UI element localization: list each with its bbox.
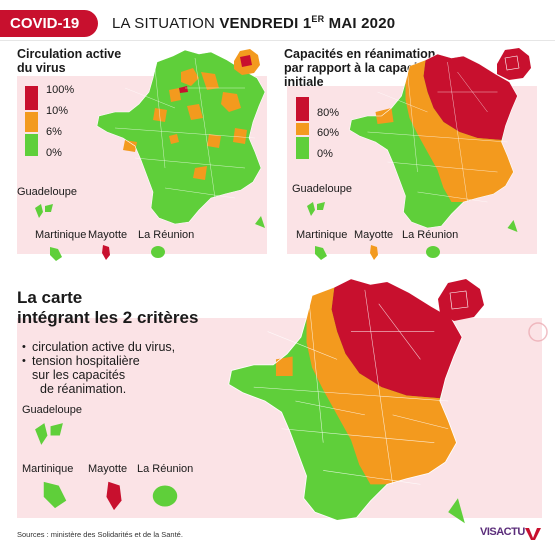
- reanimation-title-line2: par rapport à la capacité: [284, 61, 429, 75]
- circulation-martinique-label: Martinique: [35, 229, 87, 241]
- visactu-logo: VISACTU: [480, 526, 525, 538]
- combined-guadeloupe-label: Guadeloupe: [22, 404, 82, 416]
- reanimation-legend-item: [296, 137, 309, 159]
- circulation-title: Circulation active du virus: [17, 47, 121, 75]
- title-prefix: LA SITUATION: [112, 15, 220, 32]
- circulation-legend-item: 0%: [46, 147, 62, 159]
- combined-idf-inset: [438, 279, 484, 321]
- combined-title: La carte intégrant les 2 critères: [17, 288, 198, 328]
- legend-swatch-red: [296, 97, 309, 121]
- combined-virus-icon: [528, 322, 548, 342]
- legend-label: 80%: [317, 107, 340, 119]
- combined-france-map: [228, 278, 465, 524]
- legend-label: 10%: [46, 105, 69, 117]
- reanimation-mayotte-map: [370, 245, 378, 260]
- reanimation-martinique-label: Martinique: [296, 229, 348, 241]
- reanimation-reunion-label: La Réunion: [402, 229, 459, 241]
- legend-label: 60%: [317, 127, 340, 139]
- criteria-item: tension hospitalière: [22, 354, 175, 368]
- combined-reunion-label: La Réunion: [137, 463, 194, 475]
- reanimation-guadeloupe-label: Guadeloupe: [292, 183, 352, 195]
- reanimation-legend-item: 80%: [317, 107, 339, 119]
- criteria-list: circulation active du virus, tension hos…: [22, 340, 175, 396]
- circulation-guadeloupe-label: Guadeloupe: [17, 186, 77, 198]
- circulation-idf-inset: [234, 49, 260, 75]
- title-day: VENDREDI 1ER MAI 2020: [219, 14, 396, 32]
- circulation-legend-item: [25, 86, 38, 110]
- circulation-legend-item: 6%: [46, 126, 62, 138]
- reanimation-title-line3: initiale: [284, 75, 324, 89]
- reanimation-title-line1: Capacités en réanimation: [284, 47, 436, 61]
- combined-mayotte-label: Mayotte: [88, 463, 128, 475]
- legend-label: 100%: [46, 84, 75, 96]
- circulation-france-map: [96, 49, 266, 228]
- circulation-reunion-label: La Réunion: [138, 229, 195, 241]
- combined-reunion-map: [152, 485, 178, 507]
- reanimation-legend-item: [296, 123, 309, 135]
- combined-martinique-label: Martinique: [22, 463, 74, 475]
- circulation-mayotte-label: Mayotte: [88, 229, 128, 241]
- title-sup: ER: [311, 14, 325, 24]
- covid-badge: COVID-19: [0, 10, 98, 37]
- reanimation-martinique-map: [315, 246, 327, 260]
- circulation-reunion-map: [151, 246, 165, 258]
- title-day-text: VENDREDI 1: [219, 15, 312, 32]
- circulation-guadeloupe-map: [35, 204, 53, 218]
- reanimation-legend-item: 0%: [317, 148, 333, 160]
- legend-label: 6%: [46, 126, 62, 138]
- reanimation-title: Capacités en réanimation par rapport à l…: [284, 47, 435, 89]
- legend-swatch-orange: [25, 112, 38, 132]
- reanimation-guadeloupe-map: [307, 202, 325, 216]
- circulation-legend-item: [25, 134, 38, 156]
- legend-label: 0%: [317, 148, 333, 160]
- legend-label: 0%: [46, 147, 62, 159]
- legend-swatch-red: [25, 86, 38, 110]
- circulation-legend-item: 10%: [46, 105, 68, 117]
- combined-title-line1: La carte: [17, 288, 83, 307]
- circulation-legend-item: 100%: [46, 84, 74, 96]
- reanimation-france-map: [349, 53, 518, 232]
- combined-guadeloupe-map: [35, 423, 63, 445]
- page-title: LA SITUATION VENDREDI 1ER MAI 2020: [112, 14, 395, 32]
- combined-mayotte-map: [106, 481, 122, 511]
- reanimation-mayotte-label: Mayotte: [354, 229, 394, 241]
- circulation-title-line2: du virus: [17, 61, 66, 75]
- circulation-legend-item: [25, 112, 38, 132]
- visactu-logo-mark: [525, 528, 541, 540]
- reanimation-reunion-map: [426, 246, 440, 258]
- criteria-item-cont: de réanimation.: [22, 382, 175, 396]
- legend-swatch-green: [296, 137, 309, 159]
- criteria-text: de réanimation.: [40, 382, 127, 396]
- source-note: Sources : ministère des Solidarités et d…: [17, 530, 183, 539]
- title-suffix: MAI 2020: [324, 15, 396, 32]
- circulation-martinique-map: [50, 247, 62, 261]
- criteria-text: sur les capacités: [32, 368, 126, 382]
- reanimation-legend-item: [296, 97, 309, 121]
- criteria-item: circulation active du virus,: [22, 340, 175, 354]
- combined-title-line2: intégrant les 2 critères: [17, 308, 199, 327]
- criteria-item-cont: sur les capacités: [22, 368, 175, 382]
- circulation-title-line1: Circulation active: [17, 47, 122, 61]
- legend-swatch-orange: [296, 123, 309, 135]
- reanimation-idf-inset: [497, 48, 531, 80]
- combined-martinique-map: [43, 481, 67, 509]
- circulation-mayotte-map: [102, 245, 110, 260]
- reanimation-legend-item: 60%: [317, 127, 339, 139]
- header-divider: [0, 40, 555, 41]
- legend-swatch-green: [25, 134, 38, 156]
